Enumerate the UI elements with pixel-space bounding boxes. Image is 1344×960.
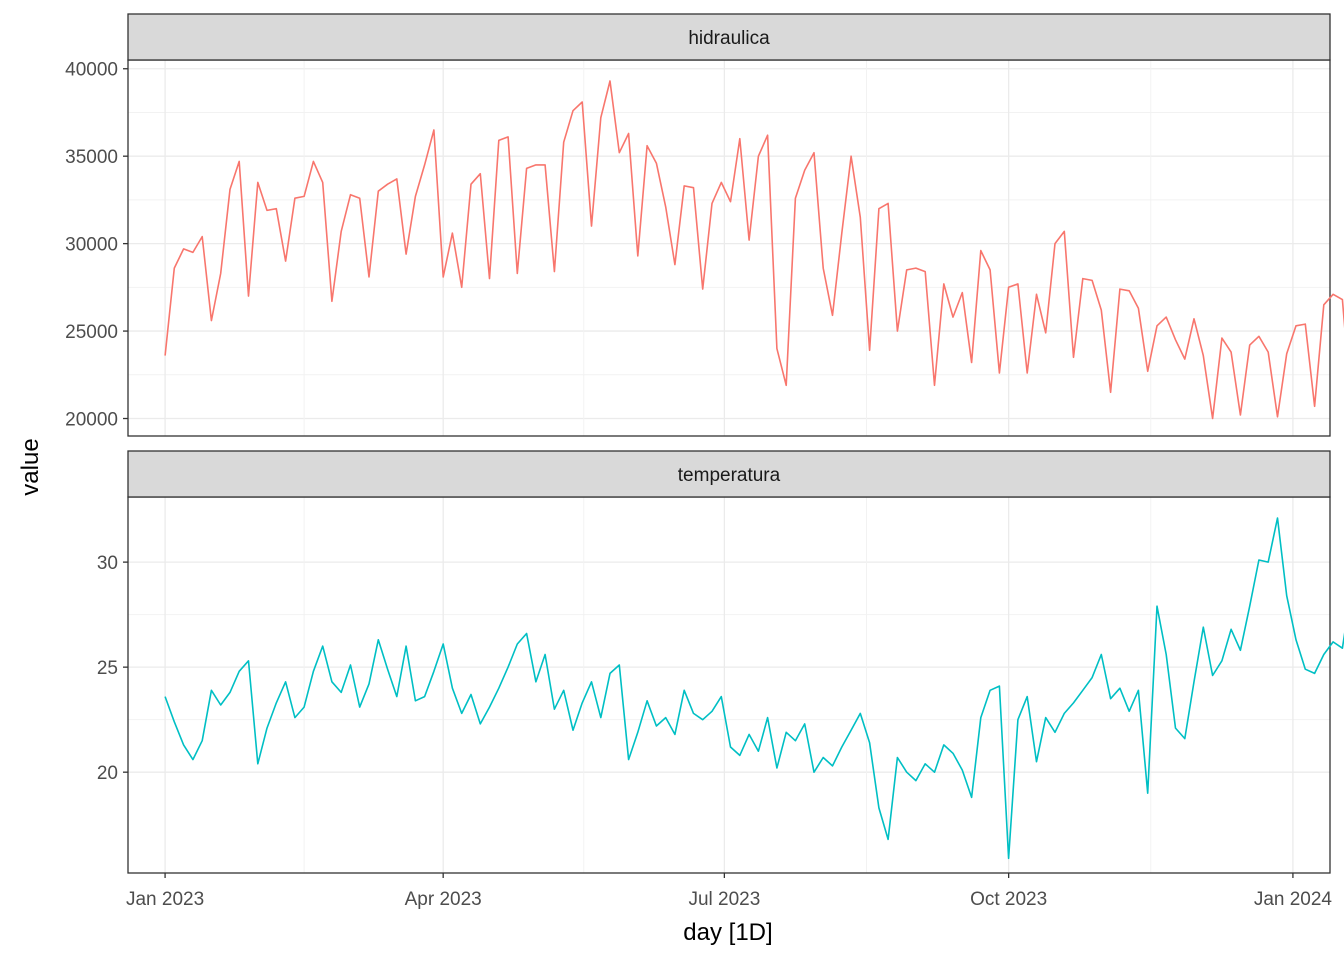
- panel-border: [127, 496, 1331, 874]
- x-tick-label: Oct 2023: [970, 889, 1047, 910]
- x-tick-label: Jan 2023: [126, 889, 204, 910]
- y-tick-label: 35000: [65, 147, 118, 168]
- panel-border: [127, 59, 1331, 437]
- y-axis-title: value: [17, 438, 44, 495]
- series-line-temperatura: [164, 517, 1344, 860]
- y-axes: 20000 25000 30000 35000 40000 20 25 30: [65, 60, 128, 784]
- x-axis: Jan 2023 Apr 2023 Jul 2023 Oct 2023 Jan 2024: [126, 873, 1332, 910]
- y-tick-label: 25000: [65, 322, 118, 343]
- y-tick-label: 20: [97, 763, 118, 784]
- grid-layer: [128, 60, 1330, 873]
- y-tick-label: 30000: [65, 235, 118, 256]
- y-tick-label: 25: [97, 658, 118, 679]
- y-tick-label: 40000: [65, 60, 118, 81]
- x-tick-label: Apr 2023: [405, 889, 482, 910]
- facet-strip-hidraulica: [127, 13, 1331, 61]
- facet-strip-temperatura: [127, 450, 1331, 498]
- facet-strips: hidraulica temperatura: [127, 13, 1331, 498]
- series-line-hidraulica: [164, 80, 1344, 420]
- series-layer: [164, 80, 1344, 860]
- x-axis-title: day [1D]: [683, 919, 772, 946]
- x-tick-label: Jan 2024: [1254, 889, 1333, 910]
- x-tick-label: Jul 2023: [688, 889, 760, 910]
- y-tick-label: 20000: [65, 410, 118, 431]
- y-tick-label: 30: [97, 553, 118, 574]
- facet-strip-label: temperatura: [678, 465, 781, 486]
- facet-strip-label: hidraulica: [688, 28, 770, 49]
